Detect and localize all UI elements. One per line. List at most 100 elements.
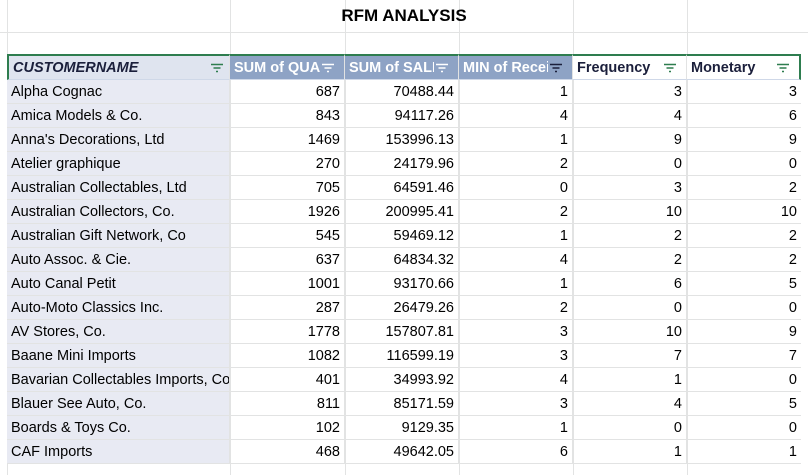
cell-frequency[interactable]: 3 xyxy=(573,176,687,200)
cell-min-recency[interactable]: 1 xyxy=(459,224,573,248)
header-customername[interactable]: CUSTOMERNAME xyxy=(7,54,230,80)
cell-frequency[interactable]: 3 xyxy=(573,80,687,104)
cell-min-recency[interactable]: 1 xyxy=(459,272,573,296)
cell-sum-quantity[interactable]: 1001 xyxy=(230,272,345,296)
cell-frequency[interactable]: 6 xyxy=(573,272,687,296)
cell-sum-quantity[interactable]: 468 xyxy=(230,440,345,464)
cell-customername[interactable]: Alpha Cognac xyxy=(7,80,230,104)
cell-sum-quantity[interactable]: 1082 xyxy=(230,344,345,368)
cell-frequency[interactable]: 7 xyxy=(573,344,687,368)
cell-sum-sales[interactable]: 49642.05 xyxy=(345,440,459,464)
cell-sum-quantity[interactable]: 1778 xyxy=(230,320,345,344)
cell-min-recency[interactable]: 1 xyxy=(459,416,573,440)
cell-frequency[interactable]: 2 xyxy=(573,224,687,248)
cell-frequency[interactable]: 0 xyxy=(573,416,687,440)
filter-icon[interactable] xyxy=(662,62,678,74)
cell-sum-quantity[interactable]: 1469 xyxy=(230,128,345,152)
cell-customername[interactable]: Australian Gift Network, Co xyxy=(7,224,230,248)
cell-frequency[interactable]: 1 xyxy=(573,440,687,464)
filter-icon[interactable] xyxy=(434,62,450,74)
header-sum-quantity[interactable]: SUM of QUA xyxy=(230,54,345,80)
cell-sum-quantity[interactable]: 687 xyxy=(230,80,345,104)
cell-monetary[interactable]: 6 xyxy=(687,104,801,128)
header-monetary[interactable]: Monetary xyxy=(687,54,801,80)
cell-frequency[interactable]: 10 xyxy=(573,200,687,224)
cell-monetary[interactable]: 2 xyxy=(687,248,801,272)
cell-min-recency[interactable]: 0 xyxy=(459,176,573,200)
cell-customername[interactable]: Boards & Toys Co. xyxy=(7,416,230,440)
cell-monetary[interactable]: 1 xyxy=(687,440,801,464)
cell-monetary[interactable]: 0 xyxy=(687,416,801,440)
cell-sum-quantity[interactable]: 545 xyxy=(230,224,345,248)
cell-sum-quantity[interactable]: 1926 xyxy=(230,200,345,224)
cell-min-recency[interactable]: 4 xyxy=(459,248,573,272)
cell-sum-sales[interactable]: 9129.35 xyxy=(345,416,459,440)
cell-customername[interactable]: Blauer See Auto, Co. xyxy=(7,392,230,416)
header-min-recency[interactable]: MIN of Recei xyxy=(459,54,573,80)
cell-frequency[interactable]: 0 xyxy=(573,152,687,176)
cell-min-recency[interactable]: 6 xyxy=(459,440,573,464)
cell-sum-quantity[interactable]: 270 xyxy=(230,152,345,176)
cell-sum-quantity[interactable]: 102 xyxy=(230,416,345,440)
cell-sum-sales[interactable]: 116599.19 xyxy=(345,344,459,368)
cell-monetary[interactable]: 0 xyxy=(687,368,801,392)
cell-min-recency[interactable]: 3 xyxy=(459,344,573,368)
cell-sum-sales[interactable]: 93170.66 xyxy=(345,272,459,296)
cell-min-recency[interactable]: 1 xyxy=(459,80,573,104)
cell-customername[interactable]: Auto Assoc. & Cie. xyxy=(7,248,230,272)
cell-customername[interactable]: Baane Mini Imports xyxy=(7,344,230,368)
cell-monetary[interactable]: 7 xyxy=(687,344,801,368)
cell-sum-quantity[interactable]: 637 xyxy=(230,248,345,272)
cell-monetary[interactable]: 10 xyxy=(687,200,801,224)
cell-frequency[interactable]: 10 xyxy=(573,320,687,344)
cell-customername[interactable]: Amica Models & Co. xyxy=(7,104,230,128)
filter-icon[interactable] xyxy=(320,62,336,74)
filter-icon[interactable] xyxy=(548,62,564,74)
cell-frequency[interactable]: 1 xyxy=(573,368,687,392)
header-sum-sales[interactable]: SUM of SALI xyxy=(345,54,459,80)
cell-min-recency[interactable]: 1 xyxy=(459,128,573,152)
filter-icon[interactable] xyxy=(775,62,791,74)
cell-sum-sales[interactable]: 85171.59 xyxy=(345,392,459,416)
cell-customername[interactable]: Australian Collectors, Co. xyxy=(7,200,230,224)
cell-sum-sales[interactable]: 24179.96 xyxy=(345,152,459,176)
cell-monetary[interactable]: 2 xyxy=(687,224,801,248)
cell-customername[interactable]: Atelier graphique xyxy=(7,152,230,176)
cell-monetary[interactable]: 5 xyxy=(687,392,801,416)
cell-min-recency[interactable]: 2 xyxy=(459,152,573,176)
cell-sum-sales[interactable]: 26479.26 xyxy=(345,296,459,320)
cell-customername[interactable]: Anna's Decorations, Ltd xyxy=(7,128,230,152)
cell-customername[interactable]: Auto-Moto Classics Inc. xyxy=(7,296,230,320)
cell-sum-sales[interactable]: 64591.46 xyxy=(345,176,459,200)
cell-min-recency[interactable]: 3 xyxy=(459,320,573,344)
cell-sum-sales[interactable]: 94117.26 xyxy=(345,104,459,128)
cell-sum-sales[interactable]: 157807.81 xyxy=(345,320,459,344)
cell-sum-sales[interactable]: 153996.13 xyxy=(345,128,459,152)
cell-sum-quantity[interactable]: 843 xyxy=(230,104,345,128)
cell-customername[interactable]: Australian Collectables, Ltd xyxy=(7,176,230,200)
cell-sum-sales[interactable]: 59469.12 xyxy=(345,224,459,248)
cell-monetary[interactable]: 9 xyxy=(687,320,801,344)
cell-monetary[interactable]: 3 xyxy=(687,80,801,104)
cell-sum-sales[interactable]: 70488.44 xyxy=(345,80,459,104)
cell-customername[interactable]: Auto Canal Petit xyxy=(7,272,230,296)
cell-sum-quantity[interactable]: 401 xyxy=(230,368,345,392)
cell-frequency[interactable]: 9 xyxy=(573,128,687,152)
cell-frequency[interactable]: 2 xyxy=(573,248,687,272)
cell-sum-sales[interactable]: 64834.32 xyxy=(345,248,459,272)
cell-monetary[interactable]: 0 xyxy=(687,152,801,176)
cell-min-recency[interactable]: 2 xyxy=(459,200,573,224)
cell-frequency[interactable]: 4 xyxy=(573,392,687,416)
cell-monetary[interactable]: 2 xyxy=(687,176,801,200)
cell-sum-quantity[interactable]: 287 xyxy=(230,296,345,320)
cell-sum-quantity[interactable]: 705 xyxy=(230,176,345,200)
filter-icon[interactable] xyxy=(209,62,225,74)
cell-sum-sales[interactable]: 200995.41 xyxy=(345,200,459,224)
cell-sum-quantity[interactable]: 811 xyxy=(230,392,345,416)
header-frequency[interactable]: Frequency xyxy=(573,54,687,80)
cell-customername[interactable]: CAF Imports xyxy=(7,440,230,464)
cell-frequency[interactable]: 4 xyxy=(573,104,687,128)
cell-min-recency[interactable]: 2 xyxy=(459,296,573,320)
cell-frequency[interactable]: 0 xyxy=(573,296,687,320)
cell-monetary[interactable]: 5 xyxy=(687,272,801,296)
